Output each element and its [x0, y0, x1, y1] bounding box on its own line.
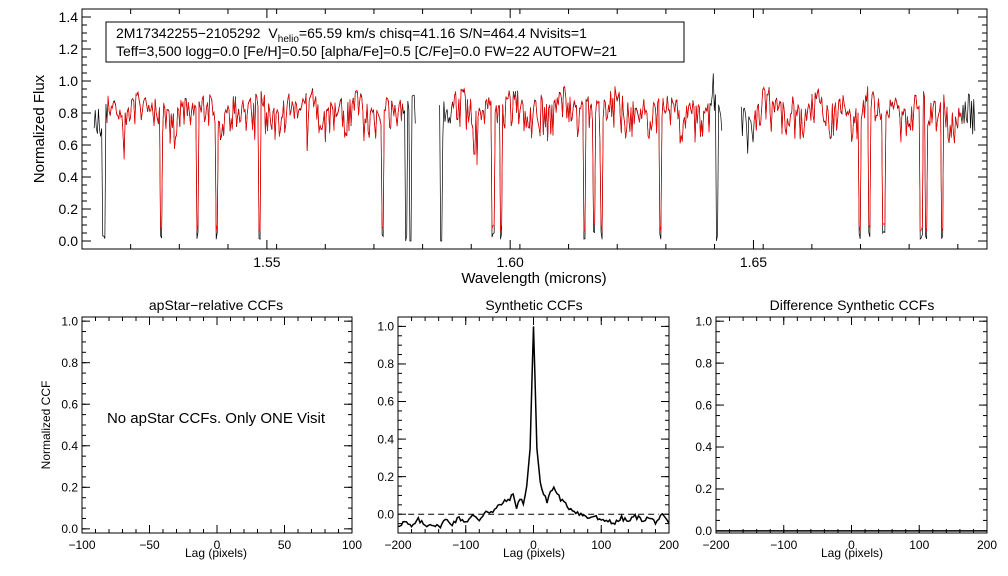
- y-tick-label: 0.6: [61, 397, 78, 411]
- y-tick-label: 1.0: [59, 73, 79, 89]
- x-tick-label: −100: [770, 538, 797, 552]
- annotation-line-1: 2M17342255−2105292 Vhelio=65.59 km/s chis…: [116, 25, 587, 45]
- x-tick-label: 0: [848, 538, 855, 552]
- y-tick-label: 0.8: [695, 356, 712, 370]
- observed-spectrum-chip-2: [439, 73, 723, 242]
- x-tick-label: 1.65: [740, 254, 767, 270]
- y-tick-label: 1.0: [61, 314, 78, 328]
- synthetic-ccf-line: [397, 326, 670, 530]
- x-tick-label: 200: [659, 538, 679, 552]
- synthetic-spectrum-chip-1: [106, 89, 403, 232]
- vhelio-subscript: helio: [278, 34, 300, 45]
- x-tick-label: 1.60: [497, 254, 524, 270]
- star-id: 2M17342255−2105292: [116, 25, 261, 41]
- x-tick-label: 1.55: [253, 254, 280, 270]
- vhelio-symbol: V: [268, 25, 278, 41]
- synthetic-spectrum-chip-2: [452, 85, 710, 232]
- spectrum-annotation-box: 2M17342255−2105292 Vhelio=65.59 km/s chis…: [105, 21, 685, 63]
- y-tick-label: 1.4: [59, 9, 79, 25]
- y-tick-label: 0.2: [695, 482, 712, 496]
- x-tick-label: 0: [530, 538, 537, 552]
- synthetic-ccf-x-axis-label: Lag (pixels): [503, 546, 565, 560]
- annotation-frame: [105, 21, 685, 63]
- x-tick-label: −100: [452, 538, 479, 552]
- apstar-ccf-title: apStar−relative CCFs: [149, 297, 283, 313]
- synthetic-ccf-title: Synthetic CCFs: [485, 297, 582, 313]
- y-tick-label: 0.6: [695, 398, 712, 412]
- synthetic-ccf-axis-ticks: −200 −100 0 100 200 0.0 0.2 0.4 0.6 0.8 1.0: [377, 316, 679, 552]
- x-tick-label: 50: [278, 538, 292, 552]
- spectrum-y-axis-label: Normalized Flux: [31, 74, 48, 183]
- y-tick-label: 0.6: [59, 137, 79, 153]
- apstar-ccf-panel: apStar−relative CCFs −100 −50 0 50 100 0.0 0.2…: [39, 297, 362, 560]
- y-tick-label: 0.4: [59, 169, 79, 185]
- spectrum-lines: [93, 73, 976, 242]
- difference-ccf-frame: [715, 316, 988, 534]
- y-tick-label: 0.0: [377, 507, 394, 521]
- y-tick-label: 0.6: [377, 395, 394, 409]
- x-tick-label: −50: [139, 538, 160, 552]
- y-tick-label: 0.4: [377, 432, 394, 446]
- apstar-ccf-x-axis-label: Lag (pixels): [185, 546, 247, 560]
- y-tick-label: 1.0: [377, 320, 394, 334]
- difference-ccf-panel: Difference Synthetic CCFs −200 −100 0 100 20…: [695, 297, 997, 560]
- spectrum-x-axis-label: Wavelength (microns): [461, 270, 606, 287]
- annotation-line-2: Teff=3,500 logg=0.0 [Fe/H]=0.50 [alpha/F…: [116, 43, 617, 59]
- y-tick-label: 1.0: [695, 314, 712, 328]
- synthetic-ccf-panel: Synthetic CCFs −200 −100 0 100 200 0.0 0.2 0.4 0…: [377, 297, 679, 560]
- x-tick-label: 200: [977, 538, 997, 552]
- fit-statistics: =65.59 km/s chisq=41.16 S/N=464.4 Nvisit…: [299, 25, 587, 41]
- y-tick-label: 0.8: [61, 356, 78, 370]
- apstar-ccf-y-axis-label: Normalized CCF: [39, 381, 53, 470]
- x-tick-label: −200: [384, 538, 411, 552]
- y-tick-label: 0.8: [59, 105, 79, 121]
- y-tick-label: 0.8: [377, 357, 394, 371]
- y-tick-label: 0.0: [61, 522, 78, 536]
- y-tick-label: 0.0: [59, 233, 79, 249]
- x-tick-label: 100: [342, 538, 362, 552]
- y-tick-label: 0.0: [695, 524, 712, 538]
- x-tick-label: 100: [591, 538, 611, 552]
- y-tick-label: 0.2: [377, 470, 394, 484]
- difference-ccf-title: Difference Synthetic CCFs: [770, 297, 935, 313]
- spectrum-axis-ticks: 1.55 1.60 1.65 0.0 0.2 0.4 0.6 0.8 1.0 1.2 1.4: [59, 8, 987, 270]
- synthetic-spectrum-chip-3: [753, 85, 963, 232]
- difference-ccf-x-axis-label: Lag (pixels): [821, 546, 883, 560]
- y-tick-label: 0.4: [695, 440, 712, 454]
- y-tick-label: 1.2: [59, 41, 79, 57]
- x-tick-label: −100: [68, 538, 95, 552]
- difference-ccf-axis-ticks: −200 −100 0 100 200 0.0 0.2 0.4 0.6 0.8 1.0: [695, 314, 997, 552]
- apstar-ccf-axis-ticks: −100 −50 0 50 100 0.0 0.2 0.4 0.6 0.8 1.0: [61, 314, 362, 552]
- y-tick-label: 0.2: [61, 481, 78, 495]
- x-tick-label: 0: [214, 538, 221, 552]
- x-tick-label: 100: [909, 538, 929, 552]
- no-ccf-message: No apStar CCFs. Only ONE Visit: [107, 410, 326, 427]
- y-tick-label: 0.4: [61, 439, 78, 453]
- spectrum-panel: 1.55 1.60 1.65 0.0 0.2 0.4 0.6 0.8 1.0 1.2 1.4 Wav…: [31, 8, 988, 287]
- y-tick-label: 0.2: [59, 201, 79, 217]
- x-tick-label: −200: [702, 538, 729, 552]
